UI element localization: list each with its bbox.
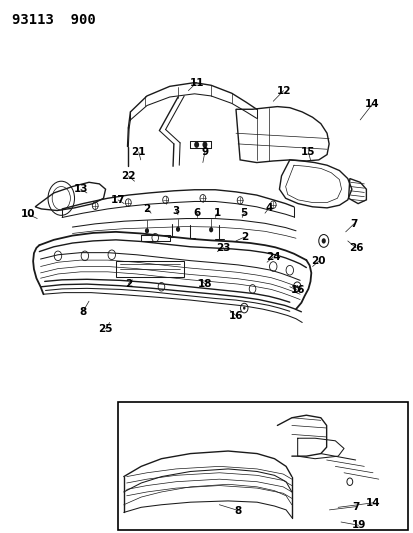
- Text: 4: 4: [265, 203, 272, 213]
- Text: 16: 16: [290, 286, 305, 295]
- Text: 1: 1: [213, 208, 221, 218]
- Text: 8: 8: [234, 505, 241, 515]
- Text: 5: 5: [240, 208, 247, 218]
- Circle shape: [209, 227, 213, 232]
- Text: 2: 2: [124, 279, 132, 288]
- Circle shape: [145, 228, 149, 233]
- Text: 17: 17: [110, 195, 125, 205]
- Text: 7: 7: [349, 219, 357, 229]
- Circle shape: [321, 238, 325, 244]
- Text: 12: 12: [275, 86, 290, 95]
- Text: 10: 10: [21, 209, 36, 219]
- Circle shape: [295, 285, 298, 288]
- Text: 20: 20: [311, 256, 325, 266]
- Text: 3: 3: [172, 206, 179, 215]
- Text: 13: 13: [73, 184, 88, 194]
- Text: 2: 2: [143, 204, 150, 214]
- Text: 7: 7: [351, 502, 358, 512]
- FancyBboxPatch shape: [116, 261, 184, 277]
- Text: 21: 21: [131, 147, 146, 157]
- Text: 16: 16: [228, 311, 243, 320]
- Text: 9: 9: [201, 147, 208, 157]
- Text: 23: 23: [216, 243, 230, 253]
- Text: 6: 6: [192, 208, 200, 218]
- Text: 18: 18: [197, 279, 212, 288]
- Text: 26: 26: [348, 243, 363, 253]
- Text: 8: 8: [79, 307, 86, 317]
- Text: 15: 15: [300, 147, 315, 157]
- Bar: [118, 402, 407, 530]
- Circle shape: [242, 306, 245, 310]
- Text: 93113  900: 93113 900: [12, 13, 96, 27]
- Text: 22: 22: [121, 171, 135, 181]
- Text: 25: 25: [98, 324, 113, 334]
- Text: 11: 11: [189, 78, 204, 87]
- Text: 19: 19: [351, 520, 365, 530]
- Text: 24: 24: [265, 252, 280, 262]
- Text: 14: 14: [365, 498, 380, 508]
- Text: 14: 14: [364, 99, 379, 109]
- Circle shape: [202, 142, 207, 148]
- Text: 2: 2: [240, 232, 247, 242]
- Circle shape: [194, 142, 199, 148]
- Circle shape: [176, 227, 180, 232]
